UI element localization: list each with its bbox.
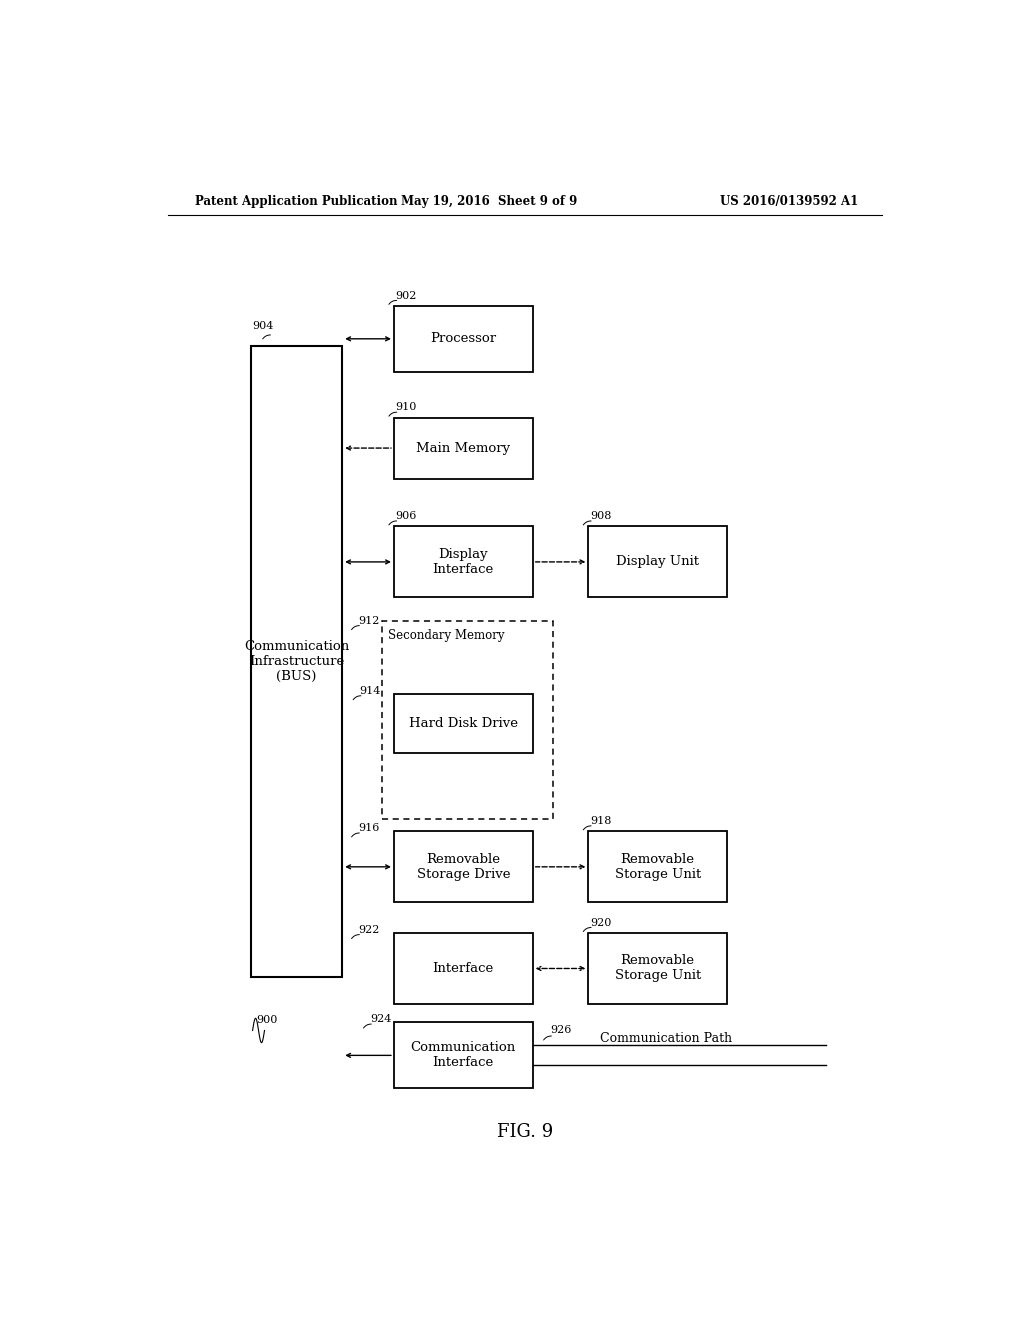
Bar (394, 832, 532, 903)
Text: 924: 924 (370, 1014, 391, 1024)
Bar (588, 527, 727, 598)
Text: Processor: Processor (430, 333, 497, 346)
Text: 910: 910 (395, 403, 417, 412)
Bar (251, 346, 342, 977)
Text: Display
Interface: Display Interface (433, 548, 494, 576)
Text: Communication
Infrastructure
(BUS): Communication Infrastructure (BUS) (244, 640, 349, 682)
Text: 900: 900 (257, 1015, 278, 1026)
Text: 908: 908 (590, 511, 611, 521)
Bar (588, 933, 727, 1005)
Bar (394, 306, 532, 372)
Text: Display Unit: Display Unit (616, 556, 699, 569)
Text: Main Memory: Main Memory (416, 442, 510, 454)
Text: Secondary Memory: Secondary Memory (388, 630, 505, 642)
Text: Removable
Storage Unit: Removable Storage Unit (614, 853, 700, 880)
Text: FIG. 9: FIG. 9 (497, 1123, 553, 1140)
Bar (394, 694, 532, 752)
Text: 906: 906 (395, 511, 417, 521)
Text: 926: 926 (550, 1026, 571, 1035)
Text: Removable
Storage Drive: Removable Storage Drive (417, 853, 510, 880)
Text: Hard Disk Drive: Hard Disk Drive (409, 717, 518, 730)
Text: Communication
Interface: Communication Interface (411, 1041, 516, 1069)
Text: 912: 912 (358, 616, 380, 626)
Text: 918: 918 (590, 816, 611, 826)
Text: Interface: Interface (433, 962, 494, 975)
Bar (394, 933, 532, 1005)
Text: 904: 904 (252, 321, 273, 331)
Text: 922: 922 (358, 925, 380, 935)
Text: 920: 920 (590, 917, 611, 928)
Text: 902: 902 (395, 290, 417, 301)
Text: 914: 914 (359, 686, 381, 696)
Bar (394, 417, 532, 479)
Text: Removable
Storage Unit: Removable Storage Unit (614, 954, 700, 982)
Bar (588, 832, 727, 903)
Text: Patent Application Publication: Patent Application Publication (196, 194, 398, 207)
Text: May 19, 2016  Sheet 9 of 9: May 19, 2016 Sheet 9 of 9 (401, 194, 578, 207)
Bar (382, 620, 553, 818)
Bar (394, 1022, 532, 1089)
Text: Communication Path: Communication Path (600, 1032, 732, 1045)
Text: 916: 916 (358, 824, 380, 833)
Text: US 2016/0139592 A1: US 2016/0139592 A1 (720, 194, 858, 207)
Bar (394, 527, 532, 598)
